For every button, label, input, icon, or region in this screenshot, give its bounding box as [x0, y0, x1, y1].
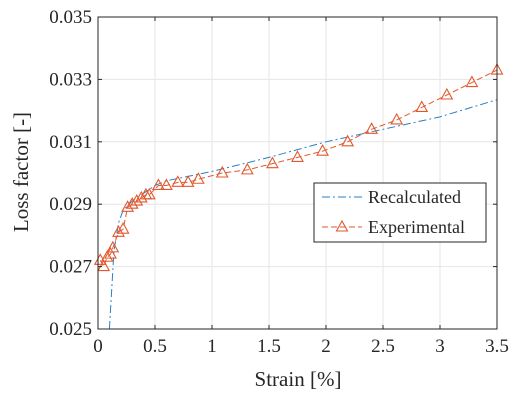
x-tick-label: 2 — [321, 336, 331, 357]
data-point-experimental — [265, 156, 279, 169]
grid — [98, 17, 497, 329]
x-tick-label: 3 — [435, 336, 445, 357]
data-point-experimental — [291, 150, 304, 162]
data-point-experimental — [341, 134, 355, 147]
y-tick-label: 0.025 — [49, 319, 92, 340]
x-tick-label: 0 — [93, 336, 103, 357]
plot-frame — [97, 16, 498, 330]
data-point-experimental — [440, 87, 454, 100]
x-tick-label: 1 — [207, 336, 217, 357]
data-point-experimental — [97, 259, 111, 272]
data-point-experimental — [112, 225, 125, 237]
x-axis-label: Strain [%] — [255, 367, 342, 391]
data-point-experimental — [121, 200, 135, 212]
x-tick-label: 0.5 — [143, 336, 167, 357]
data-point-experimental — [125, 197, 139, 209]
data-point-experimental — [365, 122, 379, 134]
y-tick-label: 0.027 — [49, 257, 92, 278]
y-tick-label: 0.029 — [49, 194, 92, 215]
axes-box — [97, 16, 498, 330]
data-point-experimental — [465, 75, 479, 88]
data-point-experimental — [415, 100, 429, 113]
data-point-experimental — [316, 144, 330, 156]
data-point-experimental — [171, 175, 185, 187]
data-point-experimental — [181, 175, 195, 187]
tick-labels: 0 0.5 1 1.5 2 2.5 3 3.5 0.025 0.027 0.029 0.031 0.03… — [49, 7, 509, 357]
legend-label-recalculated: Recalculated — [368, 187, 461, 207]
legend-box — [313, 182, 487, 243]
data-point-experimental — [191, 172, 205, 184]
x-tick-label: 3.5 — [485, 336, 509, 357]
data-point-experimental — [104, 246, 117, 259]
data-point-experimental — [100, 250, 114, 262]
legend-marker-triangle-icon — [335, 219, 349, 232]
legend-label-experimental: Experimental — [368, 217, 465, 237]
y-tick-label: 0.031 — [49, 132, 92, 153]
data-point-experimental — [142, 187, 156, 200]
x-tick-label: 2.5 — [371, 336, 395, 357]
y-axis-label: Loss factor [-] — [9, 112, 33, 232]
series-layer — [93, 62, 504, 330]
y-tick-label: 0.033 — [49, 69, 92, 90]
legend: Recalculated Experimental — [313, 182, 487, 243]
x-tick-label: 1.5 — [257, 336, 281, 357]
data-point-experimental — [215, 165, 229, 178]
series-line-experimental — [99, 69, 498, 268]
plot-area — [98, 17, 497, 329]
data-point-experimental — [134, 190, 148, 203]
data-point-experimental — [116, 222, 130, 234]
data-point-experimental — [159, 178, 173, 191]
data-point-experimental — [240, 162, 254, 175]
data-point-experimental — [106, 240, 120, 253]
data-point-experimental — [130, 193, 144, 206]
data-point-experimental — [390, 112, 404, 125]
data-point-experimental — [151, 178, 165, 191]
y-tick-label: 0.035 — [49, 7, 92, 28]
